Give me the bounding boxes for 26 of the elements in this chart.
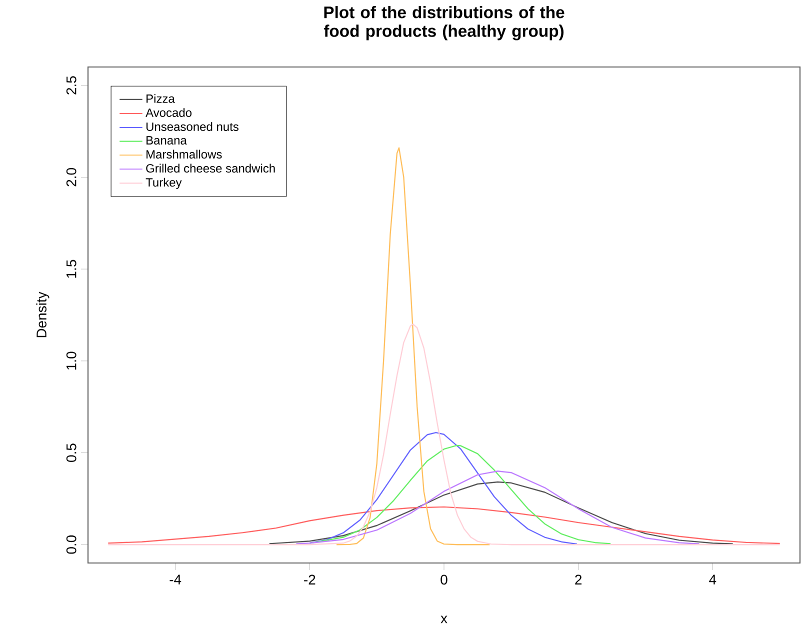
y-tick-label: 0.5 [66,444,76,462]
legend-label: Avocado [146,108,192,117]
y-tick-label: 1.0 [66,352,76,370]
y-tick-label: 2.5 [66,76,76,94]
line-series [268,481,734,544]
legend-label: Pizza [146,94,175,103]
line-series [296,470,700,544]
x-tick-label: -4 [170,574,182,584]
x-tick-label: -2 [304,574,316,584]
x-axis-title: x [440,616,448,624]
legend-label: Turkey [146,178,182,190]
line-series [336,147,490,546]
legend-label: Marshmallows [146,150,222,159]
y-tick-label: 0.0 [66,535,76,554]
legend-label: Banana [146,136,187,145]
x-tick-label: 2 [575,574,582,584]
y-axis-title: Density [36,292,50,338]
line-series [309,444,612,544]
x-tick-label: 4 [709,574,716,584]
y-tick-label: 1.5 [66,260,76,278]
legend-label: Grilled cheese sandwich [146,164,275,173]
y-tick-label: 2.0 [66,168,76,186]
x-tick-label: 0 [440,574,448,585]
line-series [108,324,780,546]
chart-title: Plot of the distributions of the food products (healthy group) [324,6,564,40]
legend-label: Unseasoned nuts [146,122,238,131]
